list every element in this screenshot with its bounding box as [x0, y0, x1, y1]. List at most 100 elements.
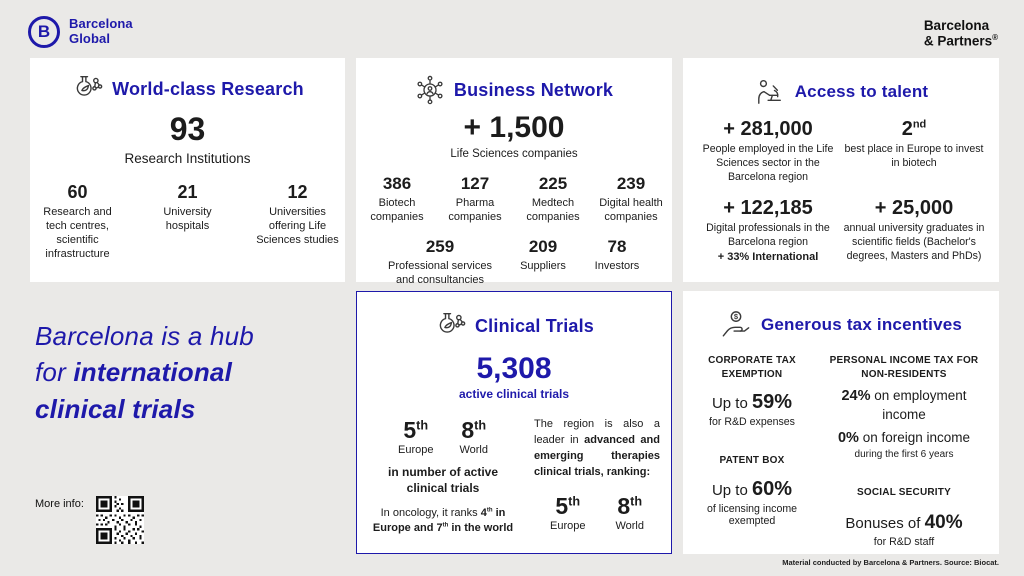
- tax-heading: CORPORATE TAX EXEMPTION: [708, 355, 796, 380]
- stat-value: + 281,000: [723, 118, 813, 140]
- stat-suppliers: 209 Suppliers: [513, 237, 573, 287]
- rank-value: 8th: [459, 417, 488, 444]
- tax-line-employment: 24% on employment income: [819, 387, 989, 423]
- stat-research-centres: 60 Research and tech centres, scientific…: [32, 182, 124, 261]
- tax-grid: CORPORATE TAX EXEMPTION Up to 59% for R&…: [683, 354, 999, 548]
- active-trials-count: 5,308: [476, 352, 552, 385]
- advanced-therapies-note: The region is also a leader in advanced …: [534, 417, 660, 481]
- stat-value: + 122,185: [723, 197, 813, 220]
- stat-label: Digital professionals in the Barcelona r…: [695, 222, 841, 264]
- stat-value: 60: [67, 182, 88, 202]
- card-header: Access to talent: [683, 58, 999, 106]
- rank-number: 5: [555, 492, 569, 519]
- tax-caption: for R&D staff: [873, 535, 935, 548]
- stat-label: University hospitals: [163, 206, 212, 233]
- tax-value: Up to 60%: [693, 478, 811, 501]
- qr-code[interactable]: [95, 496, 144, 544]
- rank-world: 8th World: [459, 417, 488, 456]
- stat-value: 239: [616, 174, 646, 193]
- rank-value: 8th: [615, 493, 644, 520]
- trials-columns: 5th Europe 8th World in number of active…: [357, 417, 671, 536]
- card-title: Business Network: [453, 79, 614, 100]
- stat-value: 21: [177, 182, 198, 202]
- rank-suffix: th: [630, 494, 643, 509]
- stat-investors: 78 Investors: [587, 237, 647, 287]
- card-clinical-trials: Clinical Trials 5,308 active clinical tr…: [356, 291, 672, 554]
- network-stats-row-1: 386 Biotech companies 127 Pharma compani…: [356, 174, 672, 224]
- card-header: Clinical Trials: [357, 292, 671, 340]
- stat-value: + 25,000: [874, 197, 954, 220]
- talent-stats-grid: + 281,000 People employed in the Life Sc…: [683, 118, 999, 265]
- rank-europe: 5th Europe: [398, 417, 433, 456]
- active-trials-label: active clinical trials: [458, 387, 570, 401]
- tax-line-text: on employment income: [870, 388, 967, 422]
- rank-label: World: [459, 444, 488, 456]
- stat-label: Medtech companies: [526, 197, 580, 224]
- tax-heading: SOCIAL SECURITY: [857, 487, 951, 499]
- companies-label: Life Sciences companies: [450, 148, 578, 160]
- card-title: Clinical Trials: [474, 315, 595, 336]
- stat-label: annual university graduates in scientifi…: [843, 222, 985, 262]
- page-tagline: Barcelona is a hub for international cli…: [35, 318, 335, 427]
- tax-heading: PERSONAL INCOME TAX FOR NON-RESIDENTS: [829, 355, 979, 380]
- logo-line: Barcelona: [923, 18, 990, 33]
- personal-income-tax-block: PERSONAL INCOME TAX FOR NON-RESIDENTS 24…: [819, 354, 989, 460]
- stat-value: 12: [287, 182, 308, 202]
- rank-label: Europe: [397, 444, 434, 456]
- tax-caption: during the first 6 years: [854, 449, 954, 461]
- network-stats-row-2: 259 Professional services and consultanc…: [356, 237, 672, 287]
- stat-value: 78: [607, 237, 627, 257]
- flask-molecule-icon: [434, 312, 466, 340]
- card-tax-incentives: $ Generous tax incentives CORPORATE TAX …: [683, 291, 999, 554]
- card-header: World-class Research: [30, 58, 345, 103]
- stat-people-employed: + 281,000 People employed in the Life Sc…: [695, 118, 841, 184]
- stat-label: Research and tech centres, scientific in…: [43, 206, 112, 261]
- logo-line: & Partners®: [923, 33, 998, 49]
- stat-digital-professionals: + 122,185 Digital professionals in the B…: [695, 197, 841, 264]
- stat-value: 127: [460, 174, 490, 193]
- logo-text: & Partners: [923, 33, 993, 49]
- trials-right-column: The region is also a leader in advanced …: [534, 417, 660, 536]
- stat-label: Suppliers: [520, 260, 566, 273]
- stat-label: best place in Europe to invest in biotec…: [844, 143, 984, 169]
- corporate-tax-block: CORPORATE TAX EXEMPTION Up to 59% for R&…: [693, 354, 811, 428]
- tagline-line: for international: [35, 354, 335, 390]
- card-business-network: Business Network + 1,500 Life Sciences c…: [356, 58, 672, 286]
- tagline-line: Barcelona is a hub: [35, 321, 254, 351]
- stat-digital-health: 239 Digital health companies: [595, 174, 667, 224]
- tax-right-column: PERSONAL INCOME TAX FOR NON-RESIDENTS 24…: [819, 354, 989, 548]
- rank-value: 5th: [550, 493, 585, 520]
- card-title: Generous tax incentives: [760, 315, 963, 334]
- footer-attribution: Material conducted by Barcelona & Partne…: [782, 558, 999, 567]
- hand-coin-icon: $: [720, 310, 752, 340]
- people-network-icon: [415, 75, 445, 105]
- tax-value-number: 59%: [752, 391, 793, 413]
- tax-value-number: 60%: [752, 477, 793, 500]
- tax-left-column: CORPORATE TAX EXEMPTION Up to 59% for R&…: [693, 354, 811, 548]
- tagline-bold-text: clinical trials: [35, 393, 196, 424]
- card-title: Access to talent: [794, 82, 929, 101]
- oncology-note: In oncology, it ranks 4th in Europe and …: [368, 506, 518, 536]
- stat-value: 386: [382, 174, 412, 193]
- stat-universities: 12 Universities offering Life Sciences s…: [252, 182, 344, 261]
- stat-biotech-rank: 2nd best place in Europe to invest in bi…: [841, 118, 987, 184]
- rank-label: World: [615, 519, 644, 532]
- tax-value-prefix: Up to: [711, 481, 752, 499]
- in-number-label: in number of active clinical trials: [387, 465, 499, 495]
- stat-label: Universities offering Life Sciences stud…: [256, 206, 339, 247]
- card-header: Business Network: [356, 58, 672, 105]
- tax-heading: PATENT BOX: [719, 455, 785, 466]
- stat-pharma: 127 Pharma companies: [439, 174, 511, 224]
- stat-label: Professional services and consultancies: [388, 260, 492, 287]
- rank-number: 8: [617, 492, 631, 519]
- tagline-line: clinical trials: [35, 391, 335, 427]
- trials-rank-row: 5th Europe 8th World: [368, 417, 518, 456]
- svg-text:$: $: [734, 312, 739, 321]
- note-bold: advanced and emerging therapies clinical…: [534, 433, 660, 478]
- tax-caption: for R&D expenses: [709, 416, 795, 428]
- barcelona-global-wordmark: Barcelona Global: [69, 17, 133, 46]
- rank-suffix: th: [416, 418, 429, 433]
- rank-label: Europe: [549, 519, 586, 532]
- oncology-text: in Europe and 7: [372, 507, 506, 535]
- rank-world: 8th World: [615, 493, 644, 532]
